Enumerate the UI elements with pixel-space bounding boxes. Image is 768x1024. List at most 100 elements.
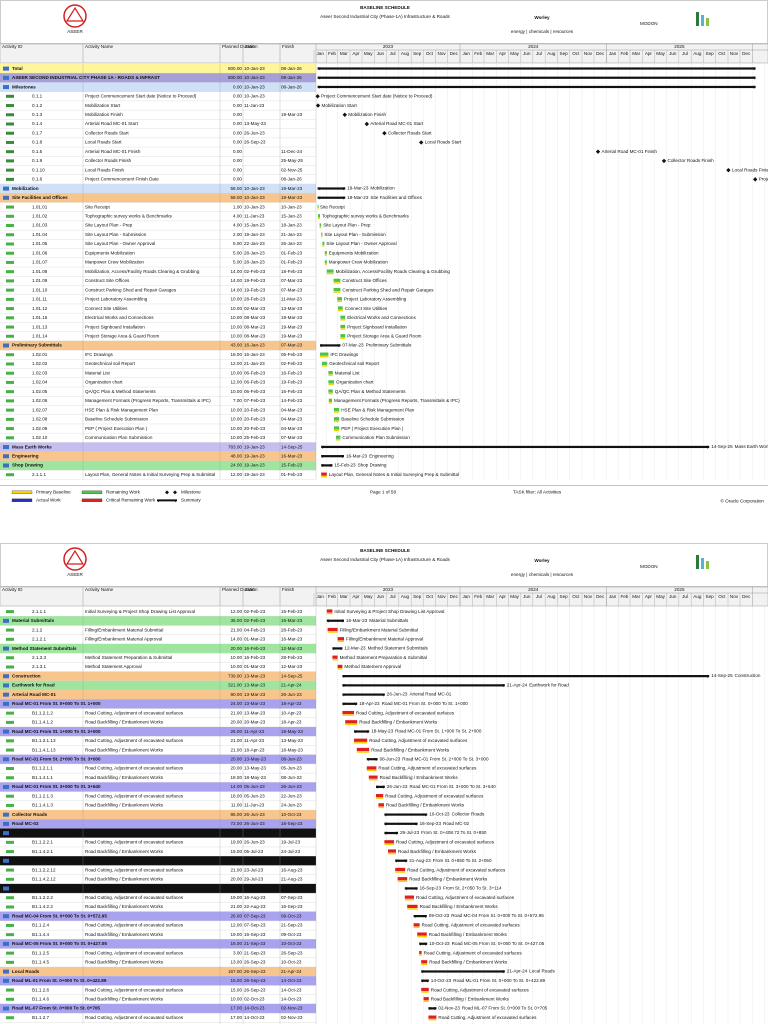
activity-id: 1.01.05	[32, 241, 48, 246]
duration: 12.00	[231, 472, 243, 477]
summary-label-date: 09-Oct-23	[429, 913, 450, 918]
summary-cap	[413, 915, 427, 919]
task-icon	[6, 933, 14, 937]
summary-cap	[404, 887, 418, 891]
activity-id: 0.1.4	[32, 121, 43, 126]
baseline-bar	[342, 714, 354, 716]
year-label: 2023	[383, 587, 394, 592]
start-date: 26-Jun-23	[244, 130, 265, 135]
client-logo-bar	[706, 18, 709, 26]
group-name: Milestones	[12, 84, 36, 89]
task-icon	[6, 665, 14, 669]
month-label: Oct	[572, 51, 580, 56]
summary-label-name: Shop Drawing	[358, 463, 387, 468]
group-name: Mobilization	[12, 186, 39, 191]
task-icon	[6, 628, 14, 632]
duration: 167.00	[228, 969, 242, 974]
summary-cap	[332, 647, 343, 651]
subtitle: Aseer Second Industrial City (Phase-1A) …	[320, 557, 450, 562]
summary-label-name: Material Submittals	[369, 618, 409, 623]
activity-name: Mobilization Finish	[85, 112, 123, 117]
month-label: Mar	[340, 51, 348, 56]
activity-name: Connect Site Utilities	[85, 306, 128, 311]
column-title: Planned Duration	[222, 587, 258, 592]
activity-name: HSE Plan & Risk Management Plan	[85, 407, 158, 412]
duration: 7.00	[233, 398, 242, 403]
activity-id: 2.1.1.1	[32, 609, 46, 614]
task-icon	[6, 637, 14, 641]
start-date: 19-Feb-23	[244, 278, 266, 283]
finish-date: 24-Jun-23	[281, 803, 302, 808]
baseline-bar	[327, 631, 338, 633]
start-date: 06-Feb-23	[244, 380, 266, 385]
bar-label: Road Backfilling / Embankment Works	[429, 932, 508, 937]
baseline-bar	[417, 935, 427, 938]
group-name: ASEER SECOND INDUSTRIAL CITY PHASE 1A - …	[12, 75, 160, 80]
start-date: 08-Mar-23	[244, 324, 266, 329]
summary-label-name: Preliminary Submittals	[366, 343, 412, 348]
baseline-bar	[356, 751, 370, 753]
activity-id: B1.1.4.2.12	[32, 877, 56, 882]
activity-id: 2.1.3.3	[32, 655, 46, 660]
finish-date: 04-Mar-23	[281, 407, 303, 412]
duration: 10.00	[231, 417, 243, 422]
baseline-bar	[378, 806, 384, 809]
activity-id: B1.1.4.4	[32, 932, 50, 937]
duration: 14.00	[231, 637, 243, 642]
finish-date: 26-Jun-23	[281, 692, 302, 697]
start-date: 18-May-23	[244, 775, 266, 780]
remaining-bar	[336, 435, 341, 439]
activity-id: 0.1.6	[32, 177, 43, 182]
milestone	[753, 177, 758, 182]
month-label: Jun	[377, 51, 385, 56]
column-title: Start	[245, 587, 255, 592]
bar-label: Project Laboratory Assembling	[344, 297, 407, 302]
summary-label: 21-Apr-24 Local Roads	[507, 969, 556, 974]
duration: 19.00	[231, 932, 243, 937]
summary-bar	[317, 187, 346, 190]
finish-date: 19-Mar-23	[281, 195, 303, 200]
activity-id: 0.1.7	[32, 130, 43, 135]
bar-label: Filling/Embankment Material Submittal	[340, 627, 418, 632]
task-icon	[6, 159, 14, 163]
month-label: Feb	[620, 51, 628, 56]
finish-date: 05-Feb-23	[281, 352, 303, 357]
duration: 21.00	[231, 747, 243, 752]
summary-label-date: 15-Feb-23	[334, 463, 356, 468]
activity-name: Material List	[85, 370, 110, 375]
finish-date: 21-Apr-24	[281, 969, 302, 974]
baseline-bar	[326, 272, 334, 275]
start-date: 20-Mar-23	[244, 720, 266, 725]
duration: 4.00	[233, 214, 242, 219]
duration: 739.00	[228, 673, 242, 678]
finish-date: 14-Oct-23	[281, 987, 302, 992]
critical-bar	[337, 637, 344, 641]
legend-label: Milestone	[181, 490, 201, 495]
finish-date: 21-Apr-24	[281, 683, 302, 688]
start-date: 01-Mar-23	[244, 664, 266, 669]
summary-label-name: From St. 0+850 To St. 2+050	[433, 858, 492, 863]
row-band	[0, 966, 316, 977]
client-logo-bar	[696, 12, 699, 26]
month-label: Mar	[632, 51, 640, 56]
activity-name: Mobilization Start	[85, 103, 121, 108]
finish-date: 08-Jan-26	[281, 84, 302, 89]
activity-name: Road Backfilling / Embankment Works	[85, 960, 164, 965]
row-band	[0, 183, 316, 194]
summary-bar	[342, 675, 710, 678]
finish-date: 18-Feb-23	[281, 269, 303, 274]
month-label: Mar	[486, 51, 494, 56]
month-label: Apr	[645, 594, 653, 599]
start-date: 20-Feb-23	[244, 417, 266, 422]
month-label: Jul	[536, 594, 542, 599]
activity-id: B1.1.4.1.2	[32, 720, 53, 725]
month-label: Oct	[718, 51, 726, 56]
month-label: Oct	[426, 594, 434, 599]
summary-label-date: 10-Oct-23	[429, 812, 450, 817]
group-name: Arterial Road MC-01	[12, 692, 56, 697]
duration: 0.00	[233, 149, 242, 154]
finish-date: 14-Oct-23	[281, 978, 302, 983]
summary-bar	[320, 344, 341, 347]
baseline-bar	[333, 291, 341, 293]
column-title: Activity Name	[85, 587, 114, 592]
